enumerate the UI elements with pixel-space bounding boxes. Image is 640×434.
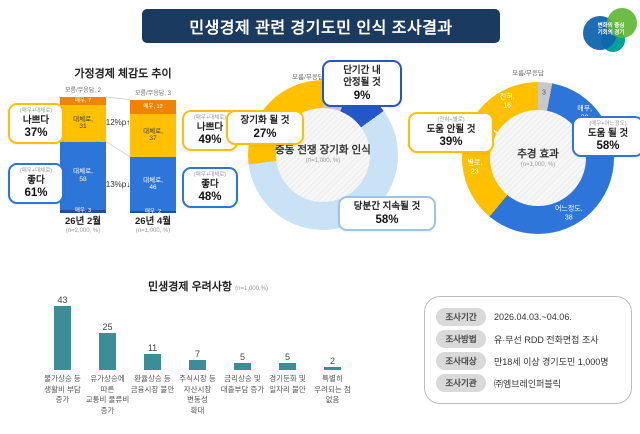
info-pill-period: 조사기간 [436, 308, 486, 326]
concern-bar [324, 367, 341, 370]
concern-bar [144, 353, 161, 370]
household-bar-segment: 대체로, 37 [130, 113, 176, 157]
concern-bar [234, 362, 251, 370]
logo-circle-green-icon [607, 8, 637, 38]
page-title-text: 민생경제 관련 경기도민 인식 조사결과 [189, 20, 453, 37]
survey-info-box: 조사기간 2026.04.03.~04.06. 조사방법 유·무선 RDD 전화… [424, 296, 632, 404]
concern-bar-value: 25 [102, 321, 113, 332]
axis-label-apr: 26년 4월 (n=1,000, %) [135, 216, 171, 235]
concern-bar-group: 5 경기둔화 및 일자리 불안 [265, 294, 310, 416]
concern-bar-group: 43 물가상승 등 생활비 부담 증가 [40, 294, 85, 416]
household-bar-segment: 매우, 3 [60, 208, 106, 214]
war-donut-center: 중동 전쟁 장기화 인식 (n=1,000, %) [275, 144, 371, 164]
page-title: 민생경제 관련 경기도민 인식 조사결과 [142, 9, 500, 43]
concern-bar [54, 305, 71, 370]
callout-continue: 당분간 지속될 것 58% [338, 196, 436, 231]
concern-bar-group: 2 특별히 우려되는 점 없음 [310, 294, 355, 416]
concern-bar-label: 주식시장 등 자산시장 변동성 확대 [179, 374, 216, 415]
concerns-bar-area: 43 물가상승 등 생활비 부담 증가 25 유가상승에 따른 교통비 물류비 증가 1… [40, 294, 355, 416]
concern-bar-group: 7 주식시장 등 자산시장 변동성 확대 [175, 294, 220, 416]
callout-good-feb: (매우+대체로) 좋다 61% [8, 163, 64, 205]
household-bar-segment: 매우, 7 [60, 97, 106, 106]
concern-bar-label: 환율상승 등 금융시장 불안 [130, 374, 175, 394]
concern-bar-value: 7 [194, 348, 200, 359]
budget-effect-chart: 추경 효과 (n=1,000, %) 모름/무응답 (매우+어느정도) 도움 될… [408, 58, 640, 258]
household-chart-title: 가정경제 체감도 추이 [74, 68, 172, 80]
info-row-period: 조사기간 2026.04.03.~04.06. [436, 308, 620, 326]
unknown-label-apr: 모름/무응답, 3 [135, 91, 171, 97]
callout-helpful: (매우+어느정도) 도움 될 것 58% [572, 116, 640, 158]
callout-not-helpful: (전혀+별로) 도움 안될 것 39% [408, 112, 494, 154]
household-bar-segment: 대체로, 46 [130, 156, 176, 211]
callout-short-term: 단기간 내 안정될 것 9% [322, 60, 402, 107]
info-row-agency: 조사기관 ㈜엠브레인퍼블릭 [436, 374, 620, 392]
household-bar-segment: 대체로, 31 [60, 105, 106, 142]
household-bar-segment: 대체로, 58 [60, 141, 106, 210]
concern-bar-group: 11 환율상승 등 금융시장 불안 [130, 294, 175, 416]
info-row-method: 조사방법 유·무선 RDD 전화면접 조사 [436, 330, 620, 348]
donut-segment-label: 3 [542, 89, 546, 97]
budget-donut-center: 추경 효과 (n=1,000, %) [517, 148, 559, 168]
war-unknown-caption: 모름/무응답 [292, 74, 324, 81]
delta-good-annotation: 13%p↓ [105, 180, 131, 189]
stacked-bar-feb: 매우, 7 대체로, 31 대체로, 58 매우, 3 [60, 97, 106, 214]
stacked-bar-apr: 매우, 12 대체로, 37 대체로, 46 매우, 2 [130, 99, 176, 215]
concern-bar-value: 43 [57, 294, 68, 305]
concern-bar-label: 특별히 우려되는 점 없음 [314, 374, 351, 404]
concern-bar-value: 5 [239, 351, 245, 362]
concern-bar-label: 유가상승에 따른 교통비 물류비 증가 [85, 374, 130, 415]
concern-bar-label: 금리상승 및 대출부담 증가 [220, 374, 265, 394]
concern-bar-label: 경기둔화 및 일자리 불안 [269, 374, 306, 394]
concerns-chart: 민생경제 우려사항 (n=1,000,%) 43 물가상승 등 생활비 부담 증가… [6, 272, 410, 430]
logo-text: 변화의 중심 기회의 경기 [597, 23, 625, 37]
concern-bar [189, 359, 206, 370]
concern-bar-value: 5 [284, 351, 290, 362]
concern-bar-label: 물가상승 등 생활비 부담 증가 [44, 374, 81, 404]
callout-bad-feb: (매우+대체로) 나쁘다 37% [8, 103, 64, 145]
callout-good-apr: (매우+대체로) 좋다 48% [182, 167, 238, 209]
axis-label-feb: 26년 2월 (n=2,000, %) [65, 216, 101, 235]
info-pill-method: 조사방법 [436, 330, 486, 348]
budget-unknown-caption: 모름/무응답 [512, 70, 544, 77]
info-pill-target: 조사대상 [436, 352, 486, 370]
household-bar-segment: 매우, 12 [130, 99, 176, 114]
info-row-target: 조사대상 만18세 이상 경기도민 1,000명 [436, 352, 620, 370]
donut-segment-label: 별로, 23 [467, 159, 483, 175]
concern-bar-group: 5 금리상승 및 대출부담 증가 [220, 294, 265, 416]
info-pill-agency: 조사기관 [436, 374, 486, 392]
bar-connector-lines [106, 96, 130, 158]
gyeonggi-logo: 변화의 중심 기회의 경기 [583, 6, 639, 54]
household-economy-chart: 가정경제 체감도 추이 모름/무응답, 2 모름/무응답, 3 매우, 7 대체로… [8, 58, 238, 258]
war-perception-chart: 중동 전쟁 장기화 인식 (n=1,000, %) 모름/무응답 단기간 내 안… [224, 58, 436, 258]
concern-bar [99, 332, 116, 370]
donut-segment-label: 전혀, 16 [499, 93, 515, 109]
concern-bar-value: 11 [147, 342, 158, 353]
donut-segment-label: 어느정도, 38 [554, 205, 583, 222]
concerns-chart-title: 민생경제 우려사항 (n=1,000,%) [148, 281, 268, 293]
concern-bar-group: 25 유가상승에 따른 교통비 물류비 증가 [85, 294, 130, 416]
concern-bar-value: 2 [329, 356, 335, 366]
unknown-label-feb: 모름/무응답, 2 [65, 88, 101, 94]
callout-prolonged: 장기화 될 것 27% [226, 110, 304, 145]
budget-donut-hole [490, 110, 586, 206]
delta-bad-annotation: 12%p↑ [105, 118, 131, 127]
household-bar-segment: 매우, 2 [130, 209, 176, 215]
concern-bar [279, 362, 296, 370]
